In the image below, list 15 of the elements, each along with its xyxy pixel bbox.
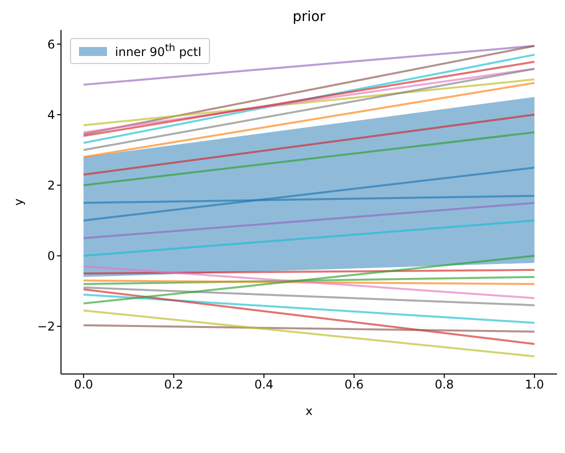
x-tick-label: 0.8 [434,378,454,392]
x-tick-label: 0.4 [254,378,274,392]
x-tick-label: 0.2 [164,378,184,392]
y-tick-label: 6 [47,37,55,52]
x-tick-label: 0.0 [74,378,94,392]
y-tick-label: 0 [47,249,55,264]
x-tick-label: 0.6 [344,378,364,392]
x-axis-title: x [305,404,313,418]
y-tick-label: −2 [37,320,55,334]
y-axis-title: y [11,198,26,206]
chart-title: prior [292,9,326,25]
legend-label: inner 90$^{th}$ pctl [115,43,202,59]
x-tick-label: 1.0 [524,378,544,392]
y-tick-label: 2 [47,178,55,192]
y-tick-label: 4 [47,108,55,122]
